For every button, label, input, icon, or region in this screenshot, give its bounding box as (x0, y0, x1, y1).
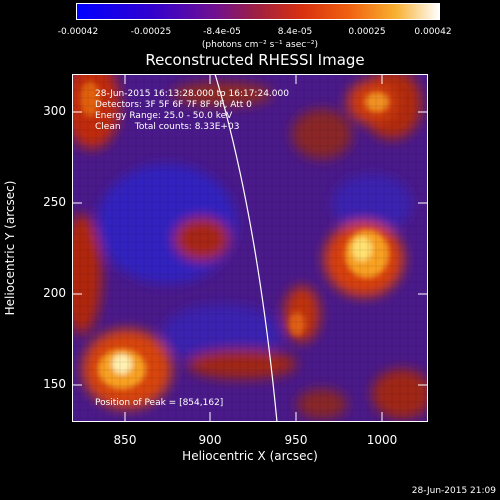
colorbar-tick: -0.00042 (57, 27, 99, 37)
y-tick-label: 150 (43, 377, 66, 391)
axis-ticks (72, 74, 428, 422)
x-tick-label: 850 (113, 433, 137, 447)
x-tick-label: 1000 (366, 433, 398, 447)
solar-limb-line (214, 74, 278, 422)
x-tick-label: 950 (284, 433, 308, 447)
y-axis-label: Heliocentric Y (arcsec) (3, 180, 17, 316)
y-tick-label: 250 (43, 195, 66, 209)
y-axis-label-container: Heliocentric Y (arcsec) (0, 74, 20, 422)
peak-position-text: Position of Peak = [854,162] (95, 398, 224, 408)
method-text: Clean Total counts: 8.33E+03 (95, 122, 240, 132)
detectors-text: Detectors: 3F 5F 6F 7F 8F 9F, Att 0 (95, 100, 252, 110)
image-title: Reconstructed RHESSI Image (145, 51, 365, 69)
colorbar-tick: 0.00025 (348, 27, 386, 37)
date-stamp: 28-Jun-2015 21:09 (411, 486, 496, 496)
colorbar-tick: -0.00025 (130, 27, 172, 37)
colorbar (76, 3, 440, 20)
colorbar-units: (photons cm⁻² s⁻¹ asec⁻²) (201, 40, 319, 50)
colorbar-tick: 8.4e-05 (277, 27, 313, 37)
rhessi-image (72, 74, 428, 422)
colorbar-tick: -8.4e-05 (203, 27, 241, 37)
x-tick-label: 900 (198, 433, 222, 447)
plot-frame (72, 74, 428, 422)
energy-range-text: Energy Range: 25.0 - 50.0 keV (95, 111, 233, 121)
time-range-text: 28-Jun-2015 16:13:28.000 to 16:17:24.000 (95, 89, 289, 99)
x-axis-label: Heliocentric X (arcsec) (182, 449, 318, 463)
y-tick-label: 300 (43, 104, 66, 118)
y-tick-label: 200 (43, 286, 66, 300)
colorbar-tick: 0.00042 (414, 27, 452, 37)
